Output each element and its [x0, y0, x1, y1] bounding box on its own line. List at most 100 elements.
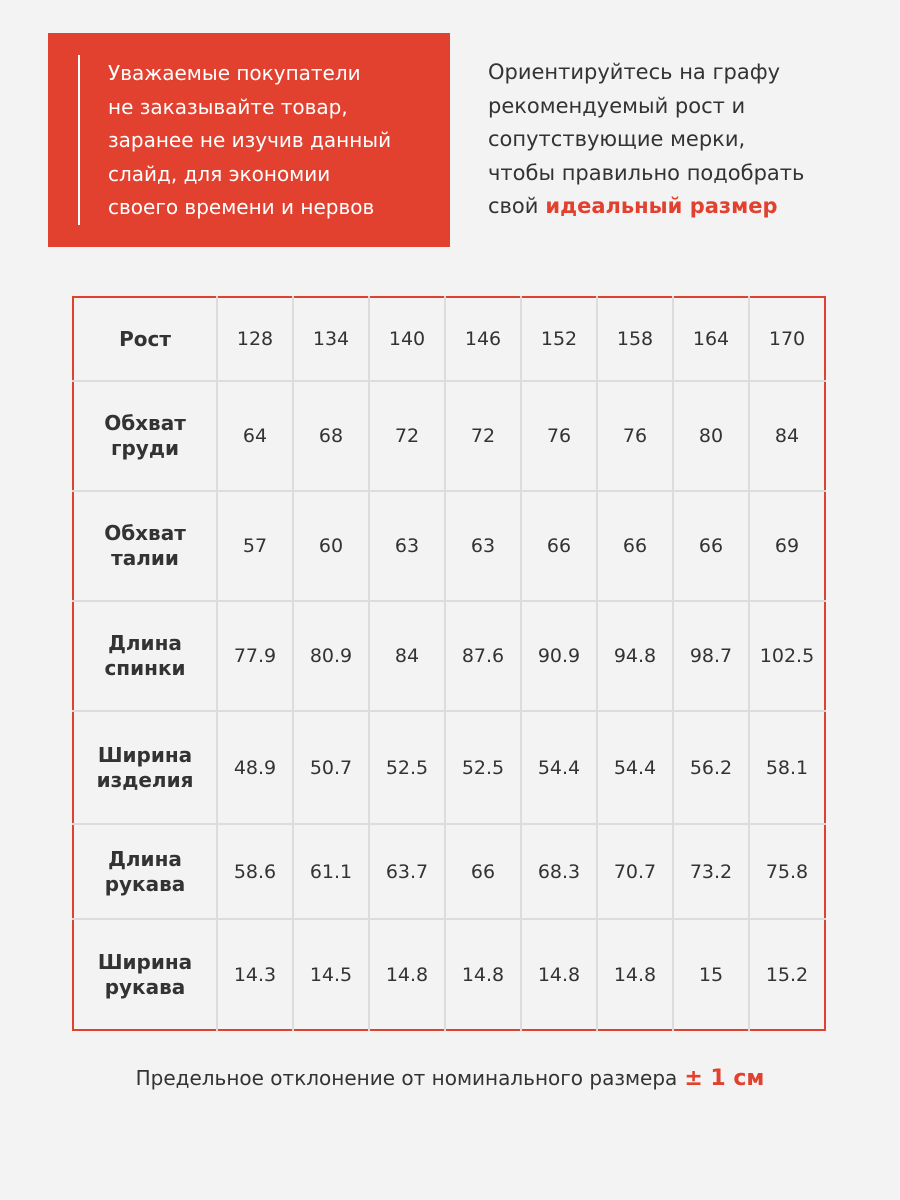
- advice-highlight: идеальный размер: [545, 194, 778, 218]
- row-label-line: Длина: [108, 631, 182, 655]
- table-row: Ширина рукава 14.3 14.5 14.8 14.8 14.8 14.8 15 15…: [73, 918, 825, 1030]
- row-label-line: Рост: [119, 326, 171, 351]
- table-row: Рост 128 134 140 146 152 158 164 170: [73, 297, 825, 382]
- cell: 128: [216, 297, 294, 382]
- table-row: Обхват талии 57 60 63 63 66 66 66 69: [73, 490, 825, 602]
- cell: 14.8: [520, 918, 598, 1030]
- cell: 102.5: [748, 600, 825, 712]
- cell: 146: [444, 297, 522, 382]
- row-label: Длина спинки: [73, 600, 218, 712]
- cell: 63.7: [368, 823, 446, 920]
- row-label-line: спинки: [104, 656, 186, 680]
- notice-line: не заказывайте товар,: [108, 94, 348, 119]
- table-row: Длина рукава 58.6 61.1 63.7 66 68.3 70.7 73.2 75.…: [73, 823, 825, 920]
- cell: 72: [368, 380, 446, 492]
- cell: 54.4: [520, 710, 598, 825]
- row-label: Обхват талии: [73, 490, 218, 602]
- cell: 50.7: [292, 710, 370, 825]
- cell: 63: [368, 490, 446, 602]
- cell: 52.5: [368, 710, 446, 825]
- notice-box: Уважаемые покупатели не заказывайте товар…: [48, 33, 450, 247]
- cell: 77.9: [216, 600, 294, 712]
- cell: 66: [596, 490, 674, 602]
- table-row: Длина спинки 77.9 80.9 84 87.6 90.9 94.8 98.7 102…: [73, 600, 825, 712]
- cell: 68.3: [520, 823, 598, 920]
- cell: 58.6: [216, 823, 294, 920]
- cell: 84: [748, 380, 825, 492]
- notice-bar: [78, 55, 80, 225]
- cell: 80: [672, 380, 750, 492]
- cell: 64: [216, 380, 294, 492]
- cell: 15: [672, 918, 750, 1030]
- advice-line: сопутствующие мерки,: [488, 127, 746, 151]
- cell: 52.5: [444, 710, 522, 825]
- cell: 76: [520, 380, 598, 492]
- row-label: Рост: [73, 297, 218, 382]
- advice-line: рекомендуемый рост и: [488, 93, 746, 118]
- row-label-line: рукава: [104, 871, 186, 896]
- row-label-line: груди: [111, 436, 179, 460]
- cell: 87.6: [444, 600, 522, 712]
- cell: 14.3: [216, 918, 294, 1030]
- row-label-line: Длина: [108, 846, 182, 871]
- cell: 63: [444, 490, 522, 602]
- cell: 70.7: [596, 823, 674, 920]
- footer-highlight: ± 1 см: [684, 1066, 765, 1091]
- cell: 84: [368, 600, 446, 712]
- cell: 170: [748, 297, 825, 382]
- cell: 140: [368, 297, 446, 382]
- advice-line: чтобы правильно подобрать: [488, 160, 805, 185]
- cell: 98.7: [672, 600, 750, 712]
- row-label-line: Ширина: [97, 742, 193, 767]
- cell: 75.8: [748, 823, 825, 920]
- cell: 61.1: [292, 823, 370, 920]
- footer: Предельное отклонение от номинального ра…: [0, 1066, 900, 1091]
- cell: 15.2: [748, 918, 825, 1030]
- cell: 68: [292, 380, 370, 492]
- row-label-line: Обхват: [104, 521, 186, 545]
- cell: 14.8: [596, 918, 674, 1030]
- row-label-line: Обхват: [104, 411, 186, 435]
- row-label-line: изделия: [96, 767, 194, 792]
- cell: 164: [672, 297, 750, 382]
- row-label-line: талии: [111, 546, 179, 570]
- cell: 48.9: [216, 710, 294, 825]
- cell: 72: [444, 380, 522, 492]
- cell: 66: [444, 823, 522, 920]
- cell: 56.2: [672, 710, 750, 825]
- row-label: Длина рукава: [73, 823, 218, 920]
- cell: 134: [292, 297, 370, 382]
- table-row: Ширина изделия 48.9 50.7 52.5 52.5 54.4 54.4 56.…: [73, 710, 825, 825]
- row-label-line: Ширина: [97, 949, 193, 974]
- row-label: Ширина рукава: [73, 918, 218, 1030]
- cell: 80.9: [292, 600, 370, 712]
- notice-line: слайд, для экономии: [108, 161, 331, 186]
- advice-text: Ориентируйтесь на графу рекомендуемый рос…: [488, 56, 804, 224]
- cell: 58.1: [748, 710, 825, 825]
- cell: 14.5: [292, 918, 370, 1030]
- row-label: Ширина изделия: [73, 710, 218, 825]
- cell: 158: [596, 297, 674, 382]
- cell: 14.8: [444, 918, 522, 1030]
- cell: 14.8: [368, 918, 446, 1030]
- cell: 69: [748, 490, 825, 602]
- cell: 76: [596, 380, 674, 492]
- cell: 66: [672, 490, 750, 602]
- advice-line: Ориентируйтесь на графу: [488, 60, 781, 84]
- row-label-line: рукава: [104, 974, 186, 999]
- cell: 66: [520, 490, 598, 602]
- advice-line: свой идеальный размер: [488, 190, 804, 224]
- cell: 73.2: [672, 823, 750, 920]
- cell: 57: [216, 490, 294, 602]
- cell: 60: [292, 490, 370, 602]
- footer-text: Предельное отклонение от номинального ра…: [135, 1066, 678, 1090]
- notice-line: заранее не изучив данный: [108, 128, 392, 152]
- notice-line: своего времени и нервов: [108, 195, 375, 219]
- notice-line: Уважаемые покупатели: [108, 61, 361, 85]
- cell: 54.4: [596, 710, 674, 825]
- row-label: Обхват груди: [73, 380, 218, 492]
- cell: 94.8: [596, 600, 674, 712]
- size-table: Рост 128 134 140 146 152 158 164 170 Обхват груди 6…: [72, 296, 826, 1031]
- notice-text: Уважаемые покупатели не заказывайте товар…: [108, 57, 391, 225]
